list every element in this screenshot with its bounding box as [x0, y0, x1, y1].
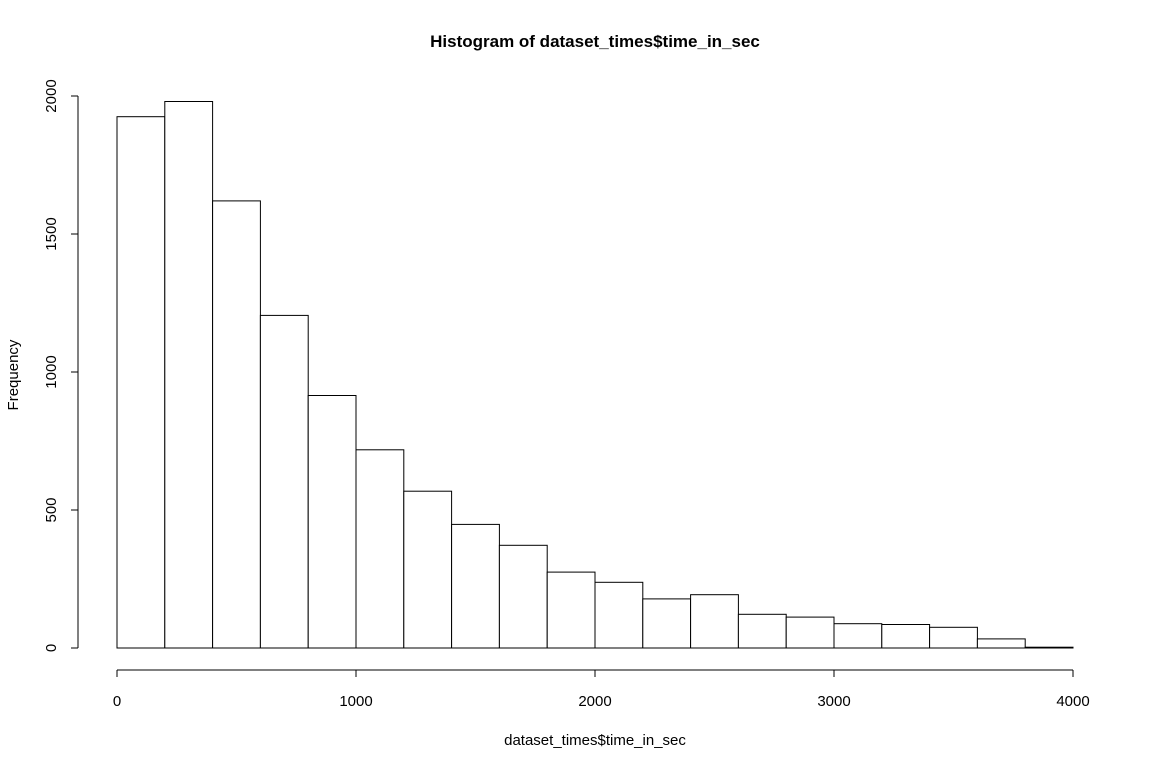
bars-group	[116, 101, 1074, 649]
histogram-bar	[403, 490, 453, 649]
histogram-bar	[785, 616, 835, 649]
histogram-bar	[737, 613, 787, 649]
histogram-bar	[498, 544, 548, 649]
y-tick-label: 500	[43, 497, 60, 522]
x-tick-label: 1000	[339, 693, 372, 710]
y-tick-label: 2000	[43, 79, 60, 112]
histogram-bar	[259, 314, 309, 649]
histogram-bar	[929, 626, 978, 649]
histogram-bar	[546, 571, 596, 649]
x-axis-label: dataset_times$time_in_sec	[504, 732, 686, 749]
y-tick-label: 1500	[43, 217, 60, 250]
y-axis-label: Frequency	[5, 339, 22, 410]
histogram-bar	[690, 594, 739, 649]
histogram-bar	[451, 523, 500, 649]
x-tick-label: 2000	[578, 693, 611, 710]
histogram-bar	[881, 624, 931, 649]
x-tick-label: 3000	[817, 693, 850, 710]
y-tick-label: 0	[43, 644, 60, 652]
x-tick-label: 0	[113, 693, 121, 710]
histogram-bar	[164, 101, 214, 649]
chart-title: Histogram of dataset_times$time_in_sec	[430, 32, 760, 51]
y-axis: 0 500 1000 1500 2000	[43, 79, 79, 652]
histogram-bar	[116, 116, 166, 649]
histogram-bar	[212, 200, 261, 649]
x-axis: 0 1000 2000 3000 4000	[113, 669, 1090, 710]
histogram-bar	[594, 581, 644, 649]
histogram-bar	[355, 449, 405, 649]
histogram-bar	[1024, 646, 1074, 649]
x-tick-label: 4000	[1056, 693, 1089, 710]
histogram-bar	[307, 395, 357, 649]
histogram-bar	[833, 623, 883, 649]
y-tick-label: 1000	[43, 355, 60, 388]
histogram-bar	[976, 638, 1026, 649]
histogram-bar	[642, 598, 692, 649]
